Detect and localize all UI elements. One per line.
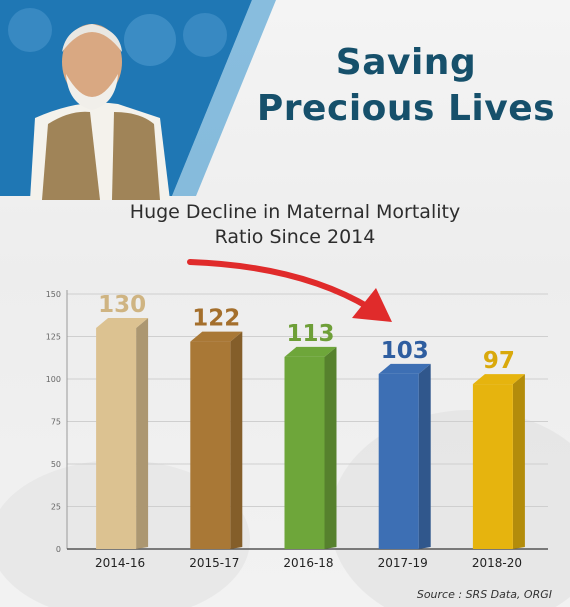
bar-value-label: 103 xyxy=(381,338,429,364)
bar xyxy=(472,384,513,549)
bar-side xyxy=(418,363,431,549)
portrait-vest xyxy=(112,112,160,200)
y-tick-label: 25 xyxy=(51,503,61,512)
decline-arrow-head xyxy=(352,288,392,322)
bar-side xyxy=(230,331,243,549)
x-tick-label: 2018-20 xyxy=(472,556,522,570)
leader-portrait xyxy=(30,24,170,200)
y-tick-label: 75 xyxy=(51,418,61,427)
bar-top xyxy=(378,363,431,374)
decline-arrow xyxy=(187,259,373,311)
y-tick-label: 0 xyxy=(56,545,61,554)
bar-top xyxy=(284,346,337,357)
bar xyxy=(378,373,419,549)
y-tick-label: 100 xyxy=(46,375,61,384)
y-tick-label: 150 xyxy=(46,290,61,299)
bar-side xyxy=(136,318,149,549)
background-crowd-shape xyxy=(183,13,227,57)
portrait-face xyxy=(62,24,122,100)
header-blue-accent xyxy=(172,0,276,196)
chart-title: Huge Decline in Maternal Mortality Ratio… xyxy=(100,200,490,250)
bar-top xyxy=(190,331,243,342)
bar-top xyxy=(96,318,149,328)
x-tick-label: 2015-17 xyxy=(189,556,239,570)
portrait-beard xyxy=(66,74,118,110)
background-crowd-shape xyxy=(124,14,176,66)
title-line-1: Saving xyxy=(335,42,477,83)
source-note: Source : SRS Data, ORGI xyxy=(416,588,552,601)
x-tick-label: 2017-19 xyxy=(378,556,428,570)
portrait-hair xyxy=(62,24,122,52)
y-tick-label: 125 xyxy=(46,333,61,342)
title-line-2: Precious Lives xyxy=(256,88,556,129)
background-crowd-shape xyxy=(8,8,52,52)
y-tick-label: 50 xyxy=(51,460,61,469)
bar xyxy=(96,328,137,549)
bar-value-label: 122 xyxy=(192,306,240,332)
chart-title-line-1: Huge Decline in Maternal Mortality xyxy=(129,201,461,223)
bar-top xyxy=(472,374,525,385)
bar-value-label: 113 xyxy=(286,321,334,347)
chart-title-line-2: Ratio Since 2014 xyxy=(214,226,376,248)
bar-side xyxy=(324,346,337,549)
portrait-vest xyxy=(42,111,100,200)
x-tick-label: 2016-18 xyxy=(283,556,333,570)
bar-value-label: 97 xyxy=(483,348,515,374)
page-title: Saving Precious Lives xyxy=(246,40,566,132)
bar-value-label: 130 xyxy=(98,292,146,318)
bar-side xyxy=(512,374,525,549)
x-tick-label: 2014-16 xyxy=(95,556,145,570)
bar xyxy=(284,356,325,549)
bar xyxy=(190,341,231,549)
